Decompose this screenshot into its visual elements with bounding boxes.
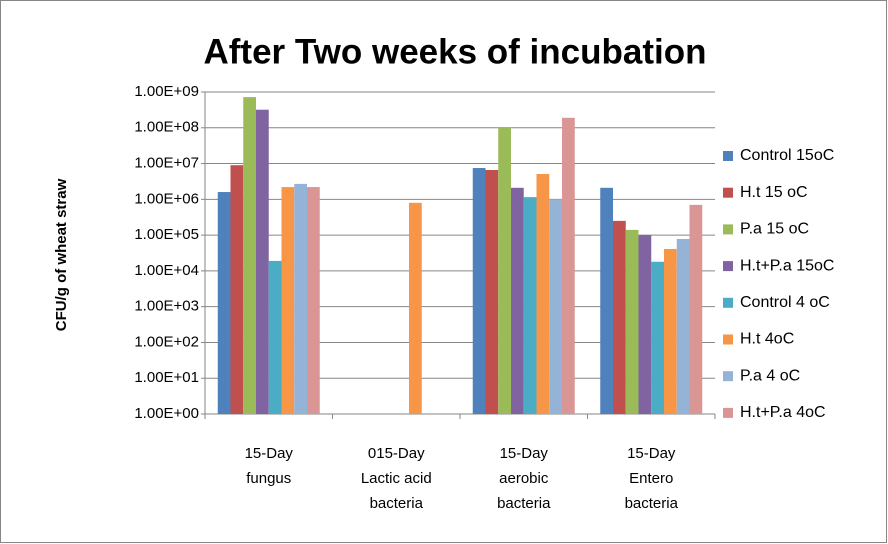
- bar: [268, 260, 282, 414]
- x-tick-label: fungus: [246, 470, 291, 487]
- chart-title: After Two weeks of incubation: [203, 32, 706, 71]
- legend-label: Control 4 oC: [740, 294, 830, 311]
- x-tick-label: 15-Day: [627, 445, 676, 462]
- bar: [217, 192, 231, 414]
- legend-swatch: [723, 187, 733, 198]
- legend-swatch: [723, 334, 733, 345]
- bar: [536, 174, 550, 414]
- y-tick-label: 1.00E+08: [134, 119, 199, 136]
- bar: [230, 165, 244, 414]
- bar: [409, 202, 422, 414]
- y-tick-label: 1.00E+01: [134, 369, 199, 386]
- x-tick-label: Entero: [629, 470, 673, 487]
- legend-swatch: [723, 224, 733, 235]
- y-tick-label: 1.00E+05: [134, 226, 199, 243]
- bar: [294, 183, 307, 414]
- bar: [651, 261, 664, 414]
- x-tick-label: bacteria: [370, 495, 424, 512]
- legend-swatch: [723, 151, 733, 161]
- x-tick-label: 015-Day: [368, 445, 425, 462]
- legend-label: P.a 4 oC: [740, 367, 800, 384]
- bar: [613, 220, 626, 414]
- bar: [600, 187, 613, 414]
- bar: [472, 168, 486, 414]
- y-tick-label: 1.00E+09: [134, 83, 199, 100]
- legend-swatch: [723, 297, 733, 308]
- legend-label: P.a 15 oC: [740, 221, 809, 238]
- y-tick-label: 1.00E+07: [134, 155, 199, 172]
- x-tick-label: bacteria: [497, 495, 551, 512]
- legend-swatch: [723, 407, 733, 418]
- legend-label: H.t+P.a 15oC: [740, 257, 834, 274]
- bar: [549, 199, 562, 414]
- y-tick-label: 1.00E+00: [134, 405, 199, 422]
- bar: [256, 109, 269, 414]
- bar: [638, 235, 652, 414]
- legend-swatch: [723, 261, 733, 272]
- y-tick-label: 1.00E+04: [134, 262, 199, 279]
- bar: [689, 204, 703, 414]
- legend-swatch: [723, 371, 733, 382]
- legend-label: H.t 4oC: [740, 331, 794, 348]
- legend-label: Control 15oC: [740, 147, 834, 164]
- bar: [498, 127, 511, 415]
- x-tick-label: Lactic acid: [361, 470, 432, 487]
- bar: [523, 197, 537, 414]
- bar: [625, 229, 639, 414]
- x-tick-label: bacteria: [625, 495, 679, 512]
- y-tick-label: 1.00E+06: [134, 190, 199, 207]
- y-tick-label: 1.00E+03: [134, 298, 199, 315]
- bar: [485, 170, 499, 414]
- bar: [562, 117, 575, 414]
- bar: [307, 187, 320, 414]
- bar: [676, 238, 690, 414]
- y-axis-label: CFU/g of wheat straw: [53, 178, 70, 331]
- bar: [511, 187, 524, 414]
- bar: [664, 248, 677, 414]
- x-tick-label: 15-Day: [245, 445, 294, 462]
- bar: [281, 187, 295, 414]
- legend-label: H.t+P.a 4oC: [740, 404, 826, 421]
- legend-label: H.t 15 oC: [740, 184, 808, 201]
- y-tick-label: 1.00E+02: [134, 333, 199, 350]
- x-tick-label: aerobic: [499, 470, 549, 487]
- bar: [243, 97, 256, 415]
- x-tick-label: 15-Day: [500, 445, 549, 462]
